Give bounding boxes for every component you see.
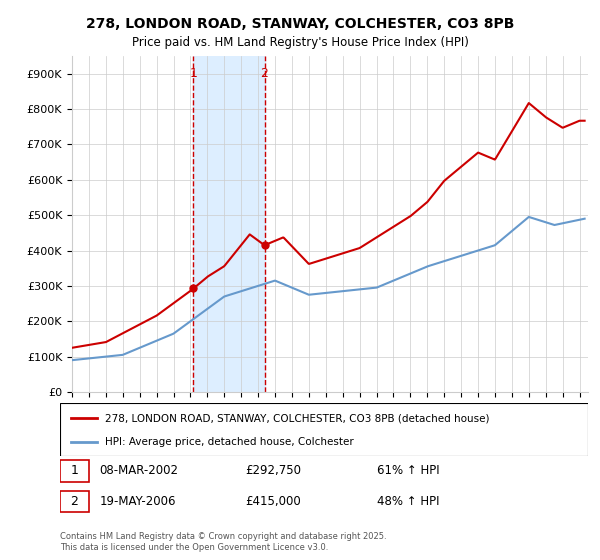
- Text: 08-MAR-2002: 08-MAR-2002: [100, 464, 179, 478]
- Text: 1: 1: [71, 464, 79, 478]
- Text: £415,000: £415,000: [245, 495, 301, 508]
- Text: Price paid vs. HM Land Registry's House Price Index (HPI): Price paid vs. HM Land Registry's House …: [131, 36, 469, 49]
- Text: HPI: Average price, detached house, Colchester: HPI: Average price, detached house, Colc…: [105, 436, 353, 446]
- Text: 19-MAY-2006: 19-MAY-2006: [100, 495, 176, 508]
- Text: £292,750: £292,750: [245, 464, 301, 478]
- FancyBboxPatch shape: [60, 460, 89, 482]
- Text: 61% ↑ HPI: 61% ↑ HPI: [377, 464, 439, 478]
- Text: 278, LONDON ROAD, STANWAY, COLCHESTER, CO3 8PB: 278, LONDON ROAD, STANWAY, COLCHESTER, C…: [86, 17, 514, 31]
- Bar: [193, 56, 265, 392]
- Text: Contains HM Land Registry data © Crown copyright and database right 2025.
This d: Contains HM Land Registry data © Crown c…: [60, 532, 386, 552]
- FancyBboxPatch shape: [60, 491, 89, 512]
- FancyBboxPatch shape: [60, 403, 588, 456]
- Text: 278, LONDON ROAD, STANWAY, COLCHESTER, CO3 8PB (detached house): 278, LONDON ROAD, STANWAY, COLCHESTER, C…: [105, 413, 490, 423]
- Text: 2: 2: [260, 67, 268, 80]
- Text: 1: 1: [190, 67, 197, 80]
- Text: 48% ↑ HPI: 48% ↑ HPI: [377, 495, 439, 508]
- Text: 2: 2: [71, 495, 79, 508]
